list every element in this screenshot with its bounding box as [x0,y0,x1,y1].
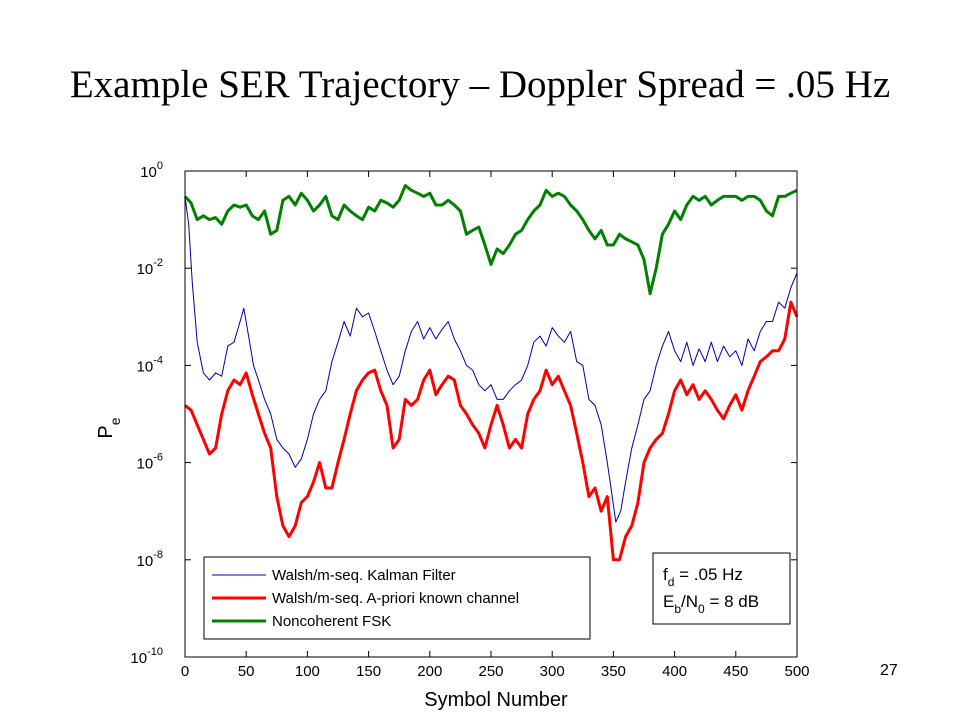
legend-label-0: Walsh/m-seq. Kalman Filter [272,567,456,584]
x-tick-label: 450 [723,663,748,680]
page-number: 27 [880,662,898,679]
series-line-0 [184,196,798,523]
x-tick-label: 150 [356,663,381,680]
parameter-annotation: fd = .05 Hz Eb/N0 = 8 dB [652,552,791,625]
series-layer [183,184,799,562]
x-tick-label: 0 [181,663,189,680]
y-tick-label: 10-4 [137,354,163,375]
y-tick-label: 10-8 [137,549,163,570]
x-tick-label: 300 [540,663,565,680]
series-line-2 [183,184,798,296]
legend: Walsh/m-seq. Kalman Filter Walsh/m-seq. A… [203,556,591,640]
x-tick-label: 50 [238,663,255,680]
series-line-1 [184,300,799,562]
y-tick-label: 10-2 [137,257,163,278]
x-tick-label: 350 [601,663,626,680]
axes-layer: 0 50 100 150 200 250 300 350 400 450 500 100 10-2 10-… [95,160,810,711]
x-tick-label: 400 [662,663,687,680]
y-axis-title: Pe [95,417,123,438]
legend-label-2: Noncoherent FSK [272,613,391,630]
snr-annotation: Eb/N0 = 8 dB [663,592,759,616]
legend-label-1: Walsh/m-seq. A-priori known channel [272,590,519,607]
y-tick-label: 10-6 [137,452,163,473]
y-tick-label: 10-10 [130,646,163,667]
doppler-annotation: fd = .05 Hz [663,565,743,589]
x-tick-label: 250 [478,663,503,680]
x-axis-title: Symbol Number [424,689,568,711]
x-tick-label: 100 [295,663,320,680]
x-tick-label: 200 [417,663,442,680]
legend-box [203,556,591,640]
x-tick-label: 500 [784,663,809,680]
y-tick-label: 100 [140,160,163,181]
annotation-box [652,552,791,625]
slide-title: Example SER Trajectory – Doppler Spread … [69,63,891,106]
